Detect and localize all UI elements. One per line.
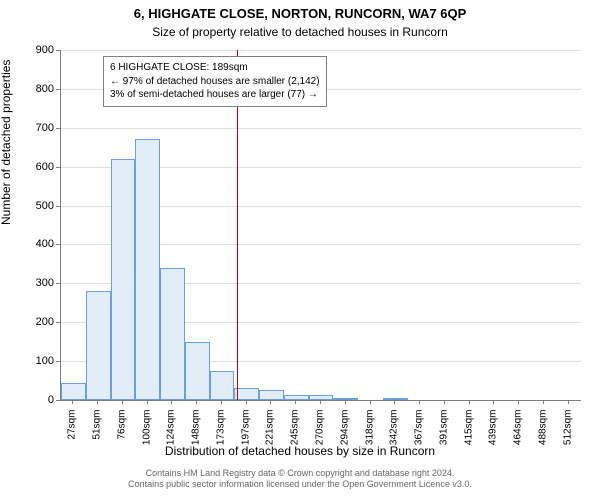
annotation-line1: 6 HIGHGATE CLOSE: 189sqm <box>110 61 320 75</box>
chart-title-sub: Size of property relative to detached ho… <box>0 25 600 39</box>
x-tick-label: 173sqm <box>215 410 226 470</box>
x-tick-label: 439sqm <box>488 410 499 470</box>
x-tick-mark <box>171 400 172 404</box>
histogram-bar <box>234 388 259 400</box>
x-tick-mark <box>246 400 247 404</box>
y-tick-mark <box>56 400 60 401</box>
x-tick-label: 294sqm <box>339 410 350 470</box>
x-tick-mark <box>568 400 569 404</box>
x-tick-label: 245sqm <box>290 410 301 470</box>
x-tick-mark <box>419 400 420 404</box>
x-tick-label: 221sqm <box>265 410 276 470</box>
histogram-bar <box>61 383 86 401</box>
y-tick-mark <box>56 361 60 362</box>
x-tick-label: 197sqm <box>240 410 251 470</box>
x-tick-label: 318sqm <box>364 410 375 470</box>
chart-title-main: 6, HIGHGATE CLOSE, NORTON, RUNCORN, WA7 … <box>0 6 600 21</box>
x-tick-label: 415sqm <box>463 410 474 470</box>
y-tick-mark <box>56 283 60 284</box>
x-tick-mark <box>518 400 519 404</box>
x-tick-mark <box>196 400 197 404</box>
x-tick-mark <box>469 400 470 404</box>
footer-line2: Contains public sector information licen… <box>0 479 600 490</box>
histogram-bar <box>86 291 111 400</box>
annotation-line3: 3% of semi-detached houses are larger (7… <box>110 88 320 102</box>
y-tick-mark <box>56 206 60 207</box>
x-tick-label: 342sqm <box>389 410 400 470</box>
annotation-line2: ← 97% of detached houses are smaller (2,… <box>110 75 320 89</box>
x-tick-mark <box>394 400 395 404</box>
x-tick-mark <box>270 400 271 404</box>
chart-container: 6, HIGHGATE CLOSE, NORTON, RUNCORN, WA7 … <box>0 0 600 500</box>
histogram-bar <box>160 268 185 400</box>
footer-attribution: Contains HM Land Registry data © Crown c… <box>0 468 600 491</box>
x-tick-label: 464sqm <box>513 410 524 470</box>
histogram-bar <box>333 398 358 400</box>
x-tick-mark <box>320 400 321 404</box>
x-tick-mark <box>370 400 371 404</box>
histogram-bar <box>135 139 160 400</box>
x-tick-mark <box>97 400 98 404</box>
x-tick-label: 488sqm <box>537 410 548 470</box>
y-tick-mark <box>56 128 60 129</box>
x-tick-mark <box>147 400 148 404</box>
y-tick-label: 600 <box>0 161 54 173</box>
x-tick-mark <box>122 400 123 404</box>
x-tick-mark <box>493 400 494 404</box>
y-tick-label: 300 <box>0 277 54 289</box>
y-tick-mark <box>56 167 60 168</box>
y-tick-label: 100 <box>0 355 54 367</box>
x-tick-label: 100sqm <box>141 410 152 470</box>
x-tick-mark <box>72 400 73 404</box>
histogram-bar <box>210 371 235 400</box>
x-tick-mark <box>295 400 296 404</box>
annotation-box: 6 HIGHGATE CLOSE: 189sqm ← 97% of detach… <box>103 56 327 107</box>
histogram-bar <box>185 342 210 400</box>
x-tick-label: 148sqm <box>191 410 202 470</box>
y-tick-mark <box>56 322 60 323</box>
x-tick-mark <box>221 400 222 404</box>
x-tick-label: 124sqm <box>166 410 177 470</box>
gridline <box>61 128 581 129</box>
x-tick-mark <box>543 400 544 404</box>
y-tick-label: 200 <box>0 316 54 328</box>
footer-line1: Contains HM Land Registry data © Crown c… <box>0 468 600 479</box>
y-tick-mark <box>56 244 60 245</box>
y-tick-mark <box>56 89 60 90</box>
x-tick-label: 367sqm <box>414 410 425 470</box>
x-tick-mark <box>345 400 346 404</box>
y-tick-label: 700 <box>0 122 54 134</box>
gridline <box>61 50 581 51</box>
x-tick-label: 76sqm <box>116 410 127 470</box>
histogram-bar <box>111 159 136 400</box>
histogram-bar <box>259 390 284 400</box>
x-tick-label: 270sqm <box>315 410 326 470</box>
y-tick-mark <box>56 50 60 51</box>
y-tick-label: 0 <box>0 394 54 406</box>
y-tick-label: 800 <box>0 83 54 95</box>
x-tick-label: 512sqm <box>562 410 573 470</box>
x-tick-mark <box>444 400 445 404</box>
y-tick-label: 400 <box>0 238 54 250</box>
x-tick-label: 27sqm <box>67 410 78 470</box>
x-tick-label: 51sqm <box>92 410 103 470</box>
x-tick-label: 391sqm <box>438 410 449 470</box>
y-tick-label: 900 <box>0 44 54 56</box>
plot-area: 6 HIGHGATE CLOSE: 189sqm ← 97% of detach… <box>60 50 581 401</box>
y-tick-label: 500 <box>0 200 54 212</box>
